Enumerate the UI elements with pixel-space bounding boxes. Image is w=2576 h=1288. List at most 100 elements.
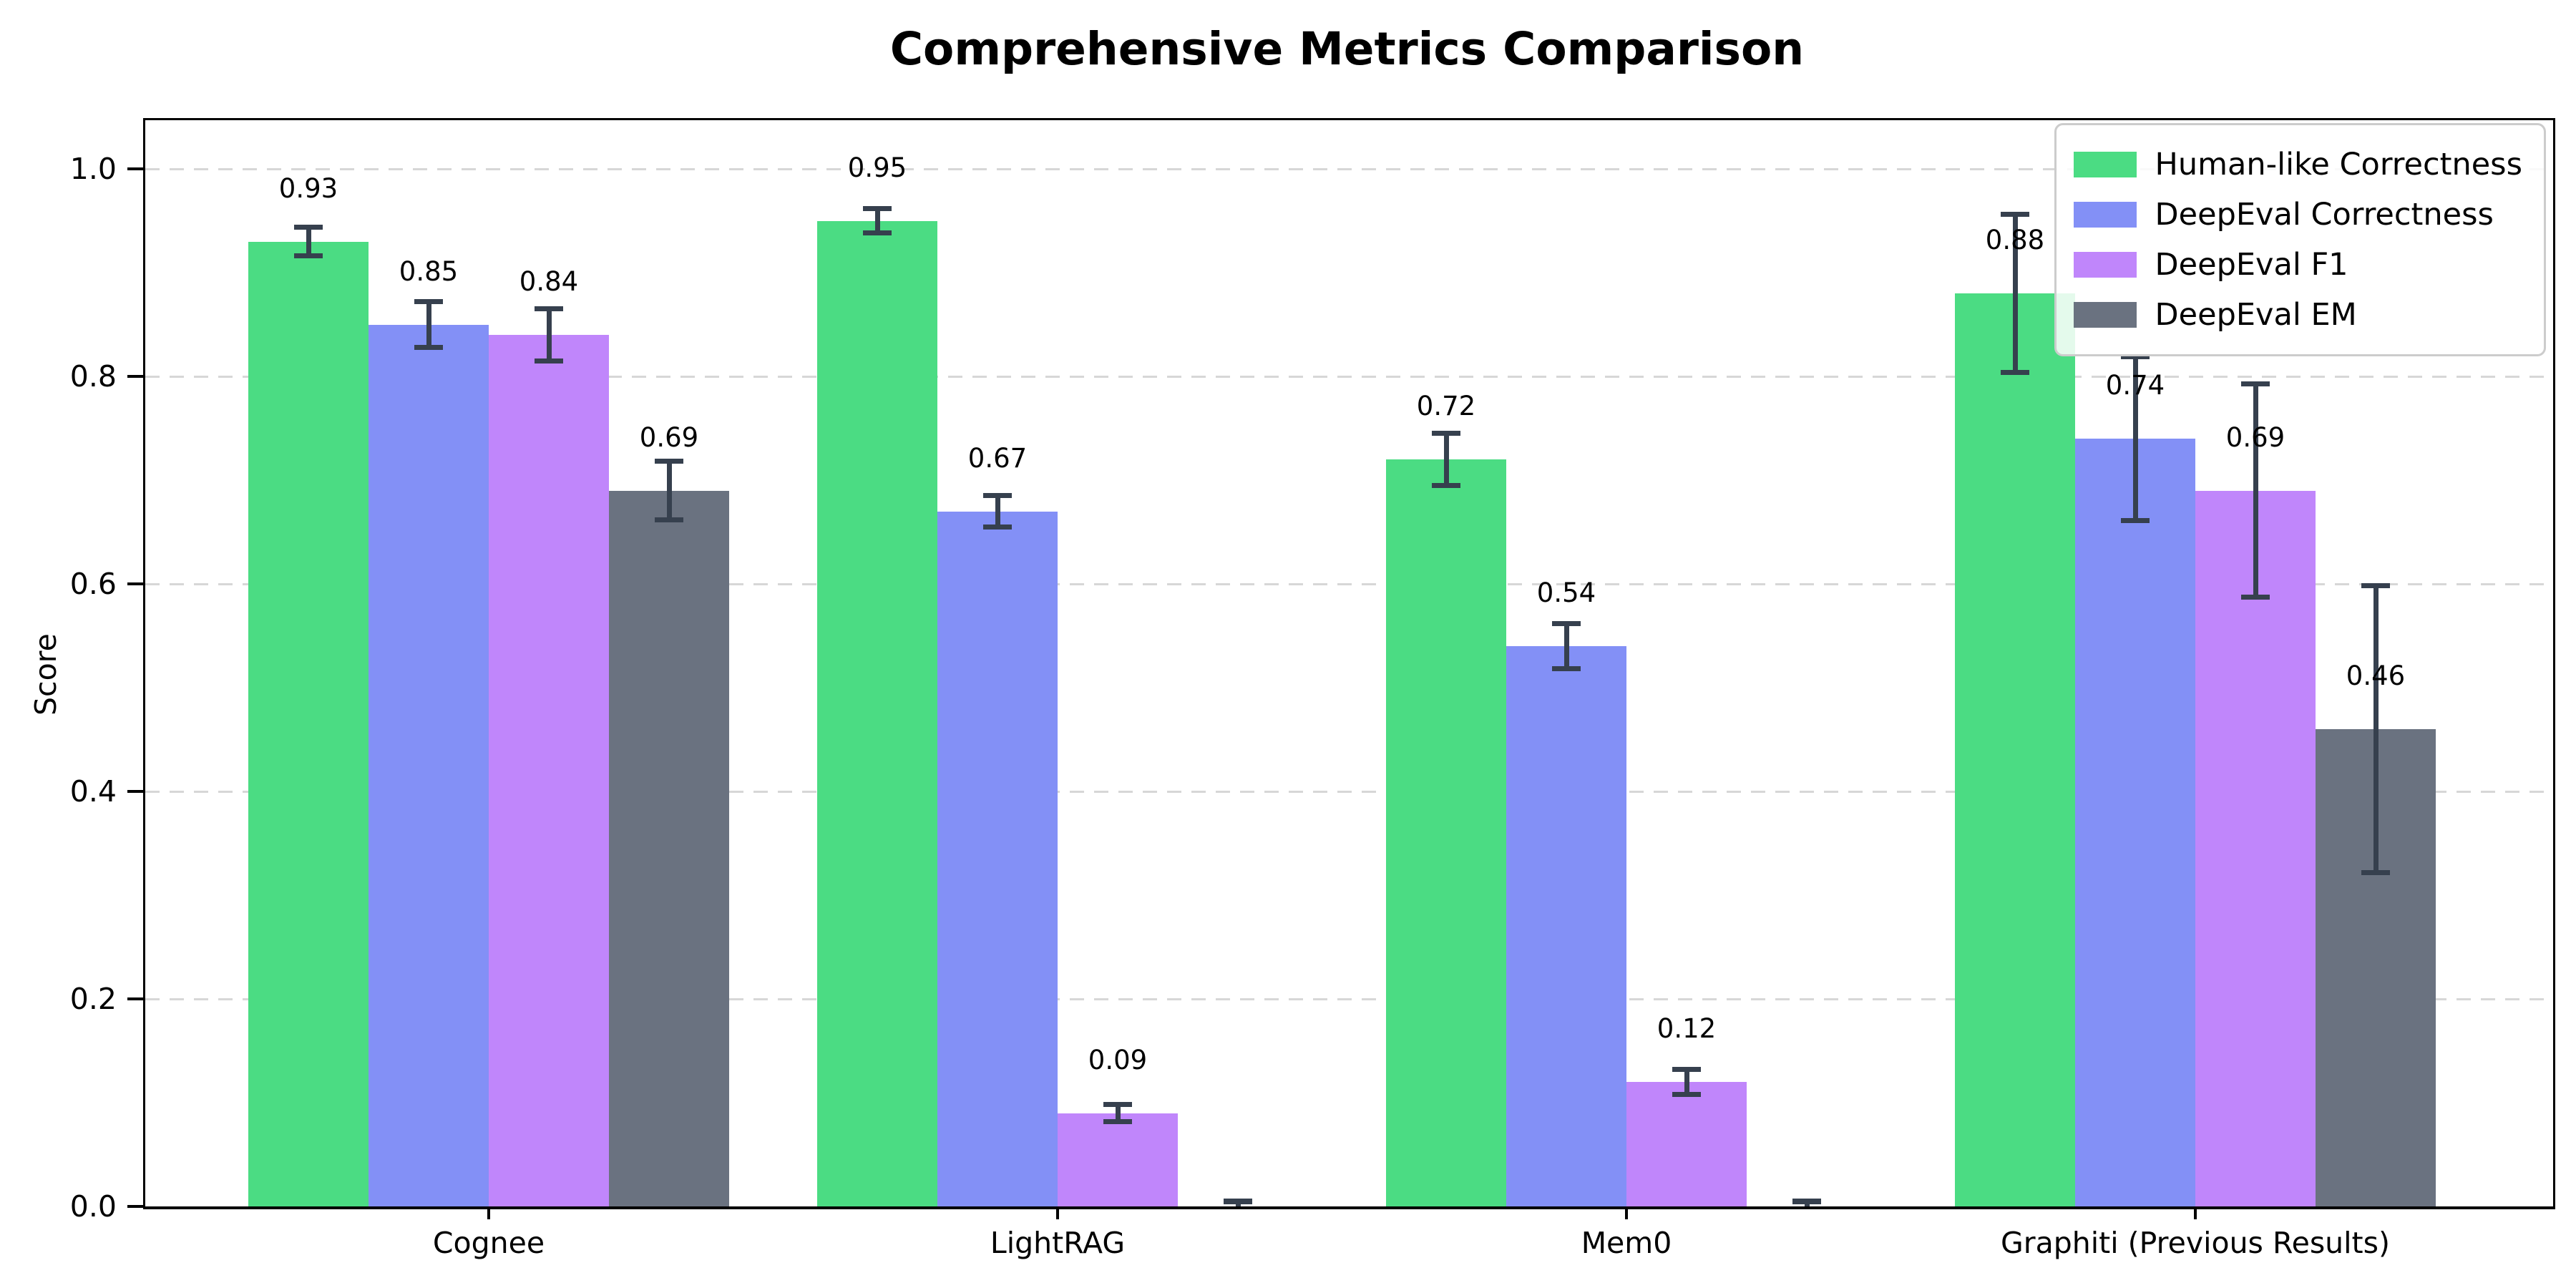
error-bar xyxy=(306,227,311,256)
bar-value-label: 0.85 xyxy=(399,255,459,287)
bar-value-label: 0.72 xyxy=(1416,391,1476,421)
gridline xyxy=(145,790,2553,793)
error-bar-cap-bottom xyxy=(1103,1118,1132,1124)
legend-label: Human-like Correctness xyxy=(2155,147,2522,182)
legend-swatch xyxy=(2073,302,2137,328)
error-bar-cap-top xyxy=(2361,583,2390,589)
bar xyxy=(1955,293,2075,1206)
y-tick-mark xyxy=(127,1205,143,1208)
legend-swatch xyxy=(2073,152,2137,177)
error-bar-cap-top xyxy=(1552,620,1581,626)
bar-value-label: 0.12 xyxy=(1657,1013,1717,1044)
legend-label: DeepEval EM xyxy=(2155,297,2357,333)
legend-item: DeepEval F1 xyxy=(2073,240,2522,290)
gridline xyxy=(145,167,2553,170)
x-tick-mark xyxy=(2194,1206,2197,1219)
bar xyxy=(1506,646,1626,1206)
error-bar-cap-bottom xyxy=(294,253,323,259)
error-bar-cap-bottom xyxy=(2001,369,2029,375)
x-tick-label: LightRAG xyxy=(990,1226,1126,1260)
chart-title: Comprehensive Metrics Comparison xyxy=(889,23,1805,75)
legend-item: Human-like Correctness xyxy=(2073,140,2522,190)
y-tick-label: 1.0 xyxy=(69,152,117,186)
error-bar xyxy=(2132,356,2138,521)
error-bar-cap-top xyxy=(863,205,892,211)
error-bar xyxy=(666,461,672,520)
error-bar-cap-top xyxy=(535,306,563,312)
error-bar-cap-top xyxy=(1432,431,1460,436)
legend-item: DeepEval Correctness xyxy=(2073,190,2522,240)
error-bar-cap-bottom xyxy=(535,358,563,364)
gridline xyxy=(145,997,2553,1000)
bar xyxy=(248,241,369,1206)
y-tick-label: 0.6 xyxy=(69,567,117,601)
bar-value-label: 0.67 xyxy=(967,442,1028,474)
error-bar-cap-top xyxy=(2121,353,2150,359)
error-bar-cap-top xyxy=(2241,381,2270,386)
error-bar-cap-bottom xyxy=(2361,869,2390,875)
y-tick-mark xyxy=(127,997,143,1000)
error-bar-cap-top xyxy=(414,299,443,305)
error-bar xyxy=(995,495,1000,527)
bar xyxy=(369,324,489,1206)
y-tick-mark xyxy=(127,375,143,378)
y-tick-mark xyxy=(127,790,143,793)
bar-value-label: 0.69 xyxy=(639,421,699,453)
error-bar-cap-bottom xyxy=(1224,1199,1252,1204)
error-bar-cap-bottom xyxy=(2241,595,2270,600)
bar-value-label: 0.84 xyxy=(519,266,579,297)
error-bar xyxy=(2373,585,2379,873)
bar-value-label: 0.95 xyxy=(847,152,907,183)
y-axis-label: Score xyxy=(29,633,63,716)
bar-value-label: 0.46 xyxy=(2346,660,2406,691)
error-bar xyxy=(2253,384,2258,597)
error-bar xyxy=(1563,623,1569,669)
bar-value-label: 0.54 xyxy=(1536,577,1596,608)
error-bar xyxy=(1443,433,1449,486)
error-bar-cap-bottom xyxy=(983,524,1012,530)
error-bar xyxy=(1684,1069,1689,1095)
y-tick-mark xyxy=(127,582,143,585)
error-bar-cap-bottom xyxy=(863,230,892,236)
bar-value-label: 0.93 xyxy=(278,172,338,204)
bar xyxy=(489,335,609,1206)
x-tick-label: Cognee xyxy=(432,1226,545,1260)
error-bar-cap-bottom xyxy=(655,517,683,522)
error-bar xyxy=(2012,214,2018,373)
x-tick-label: Graphiti (Previous Results) xyxy=(2001,1226,2390,1260)
error-bar-cap-bottom xyxy=(1672,1091,1701,1097)
error-bar-cap-top xyxy=(655,459,683,464)
legend-item: DeepEval EM xyxy=(2073,290,2522,340)
bar xyxy=(937,511,1058,1206)
x-tick-mark xyxy=(487,1206,490,1219)
bar xyxy=(1058,1113,1178,1206)
error-bar-cap-top xyxy=(1103,1102,1132,1108)
y-tick-mark xyxy=(127,167,143,170)
error-bar-cap-bottom xyxy=(414,344,443,350)
error-bar xyxy=(546,308,552,361)
bar-value-label: 0.74 xyxy=(2105,370,2165,401)
bar xyxy=(609,490,729,1206)
bar-value-label: 0.69 xyxy=(2225,421,2285,453)
legend-label: DeepEval F1 xyxy=(2155,247,2348,283)
error-bar-cap-bottom xyxy=(1792,1199,1821,1204)
x-tick-mark xyxy=(1056,1206,1059,1219)
bar xyxy=(1626,1082,1747,1206)
legend-swatch xyxy=(2073,202,2137,228)
error-bar-cap-top xyxy=(1672,1067,1701,1073)
legend: Human-like Correctness DeepEval Correctne… xyxy=(2054,123,2546,356)
gridline xyxy=(145,582,2553,585)
error-bar-cap-bottom xyxy=(1552,666,1581,672)
y-tick-label: 0.2 xyxy=(69,982,117,1016)
y-tick-label: 0.0 xyxy=(69,1189,117,1224)
bar-value-label: 0.09 xyxy=(1088,1044,1148,1075)
error-bar-cap-bottom xyxy=(2121,518,2150,524)
x-tick-mark xyxy=(1625,1206,1628,1219)
error-bar-cap-top xyxy=(2001,212,2029,218)
bar xyxy=(2075,439,2195,1206)
error-bar xyxy=(426,301,431,348)
error-bar xyxy=(1115,1104,1121,1122)
gridline xyxy=(145,375,2553,378)
error-bar-cap-top xyxy=(983,493,1012,499)
